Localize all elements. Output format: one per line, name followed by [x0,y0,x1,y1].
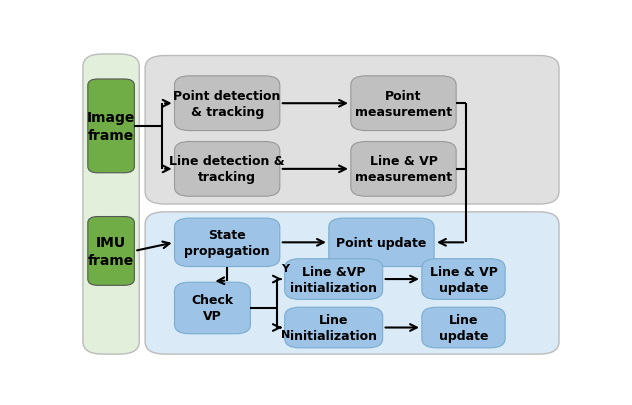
FancyBboxPatch shape [422,307,505,348]
Text: Point
measurement: Point measurement [355,90,452,118]
Text: Line
initialization: Line initialization [290,313,377,342]
FancyBboxPatch shape [174,142,280,197]
FancyBboxPatch shape [88,80,135,173]
Text: IMU
frame: IMU frame [88,236,134,267]
FancyBboxPatch shape [351,77,456,131]
FancyBboxPatch shape [284,259,383,300]
FancyBboxPatch shape [351,142,456,197]
Text: Check
VP: Check VP [191,294,234,323]
FancyBboxPatch shape [88,217,135,286]
FancyBboxPatch shape [174,77,280,131]
FancyBboxPatch shape [284,307,383,348]
FancyBboxPatch shape [83,55,139,354]
FancyBboxPatch shape [174,219,280,267]
Text: State
propagation: State propagation [185,228,270,257]
Text: Y: Y [281,263,289,273]
Text: Point update: Point update [336,236,427,249]
Text: N: N [281,329,291,339]
FancyBboxPatch shape [329,219,434,267]
Text: Line &VP
initialization: Line &VP initialization [290,265,377,294]
Text: Line & VP
measurement: Line & VP measurement [355,155,452,184]
FancyBboxPatch shape [145,212,559,354]
Text: Image
frame: Image frame [87,111,135,142]
FancyBboxPatch shape [422,259,505,300]
FancyBboxPatch shape [174,283,250,334]
Text: Point detection
& tracking: Point detection & tracking [173,90,281,118]
Text: Line
update: Line update [439,313,489,342]
FancyBboxPatch shape [145,56,559,205]
Text: Line detection &
tracking: Line detection & tracking [169,155,285,184]
Text: Line & VP
update: Line & VP update [430,265,497,294]
